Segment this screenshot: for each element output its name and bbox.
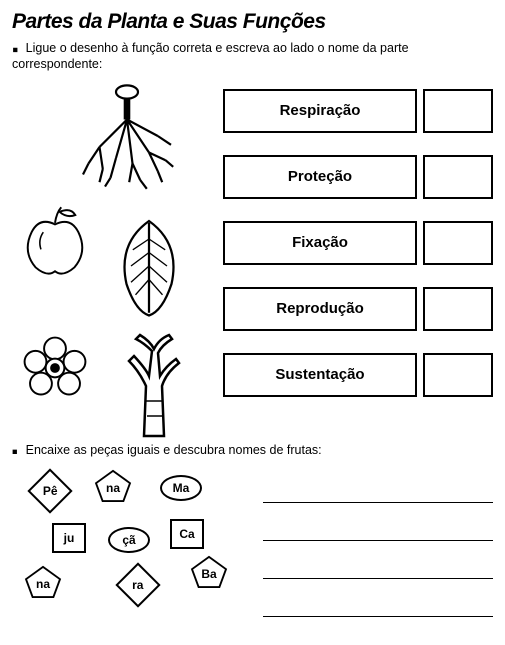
puzzle-piece-square: Ca <box>170 519 204 549</box>
apple-drawing <box>16 201 94 279</box>
instruction-1-text: Ligue o desenho à função correta e escre… <box>12 41 409 71</box>
matching-exercise: Respiração Proteção Fixação Reprodução S… <box>12 81 493 441</box>
puzzle-piece-pentagon: Ba <box>190 555 228 589</box>
answer-blank[interactable] <box>423 89 493 133</box>
answer-line[interactable] <box>263 475 493 503</box>
answer-blank[interactable] <box>423 221 493 265</box>
page-title: Partes da Planta e Suas Funções <box>12 10 493 34</box>
instruction-1: ◆ Ligue o desenho à função correta e esc… <box>12 40 493 73</box>
answer-line[interactable] <box>263 589 493 617</box>
function-row: Sustentação <box>223 353 493 397</box>
function-row: Fixação <box>223 221 493 265</box>
trunk-drawing <box>104 331 204 441</box>
leaf-drawing <box>104 211 194 321</box>
answer-blank[interactable] <box>423 287 493 331</box>
answer-blank[interactable] <box>423 353 493 397</box>
answer-line[interactable] <box>263 513 493 541</box>
function-label: Fixação <box>223 221 417 265</box>
drawings-column <box>12 81 212 441</box>
bullet-icon: ◆ <box>10 446 21 457</box>
instruction-2: ◆ Encaixe as peças iguais e descubra nom… <box>12 443 493 457</box>
flower-drawing <box>16 329 94 407</box>
functions-column: Respiração Proteção Fixação Reprodução S… <box>223 89 493 419</box>
function-label: Respiração <box>223 89 417 133</box>
puzzle-exercise: PênaMajuçãCanaraBa <box>12 465 493 645</box>
function-label: Reprodução <box>223 287 417 331</box>
puzzle-piece-diamond: ra <box>115 562 160 607</box>
puzzle-piece-square: ju <box>52 523 86 553</box>
function-label: Sustentação <box>223 353 417 397</box>
puzzle-piece-pentagon: na <box>24 565 62 599</box>
answer-blank[interactable] <box>423 155 493 199</box>
bullet-icon: ◆ <box>9 44 21 56</box>
puzzle-piece-pentagon: na <box>94 469 132 503</box>
puzzle-piece-oval: çã <box>108 527 150 553</box>
answer-lines <box>263 475 493 627</box>
puzzle-piece-diamond: Pê <box>27 468 72 513</box>
root-drawing <box>72 81 182 191</box>
function-row: Respiração <box>223 89 493 133</box>
function-row: Proteção <box>223 155 493 199</box>
puzzle-piece-oval: Ma <box>160 475 202 501</box>
instruction-2-text: Encaixe as peças iguais e descubra nomes… <box>26 443 322 457</box>
function-row: Reprodução <box>223 287 493 331</box>
answer-line[interactable] <box>263 551 493 579</box>
function-label: Proteção <box>223 155 417 199</box>
